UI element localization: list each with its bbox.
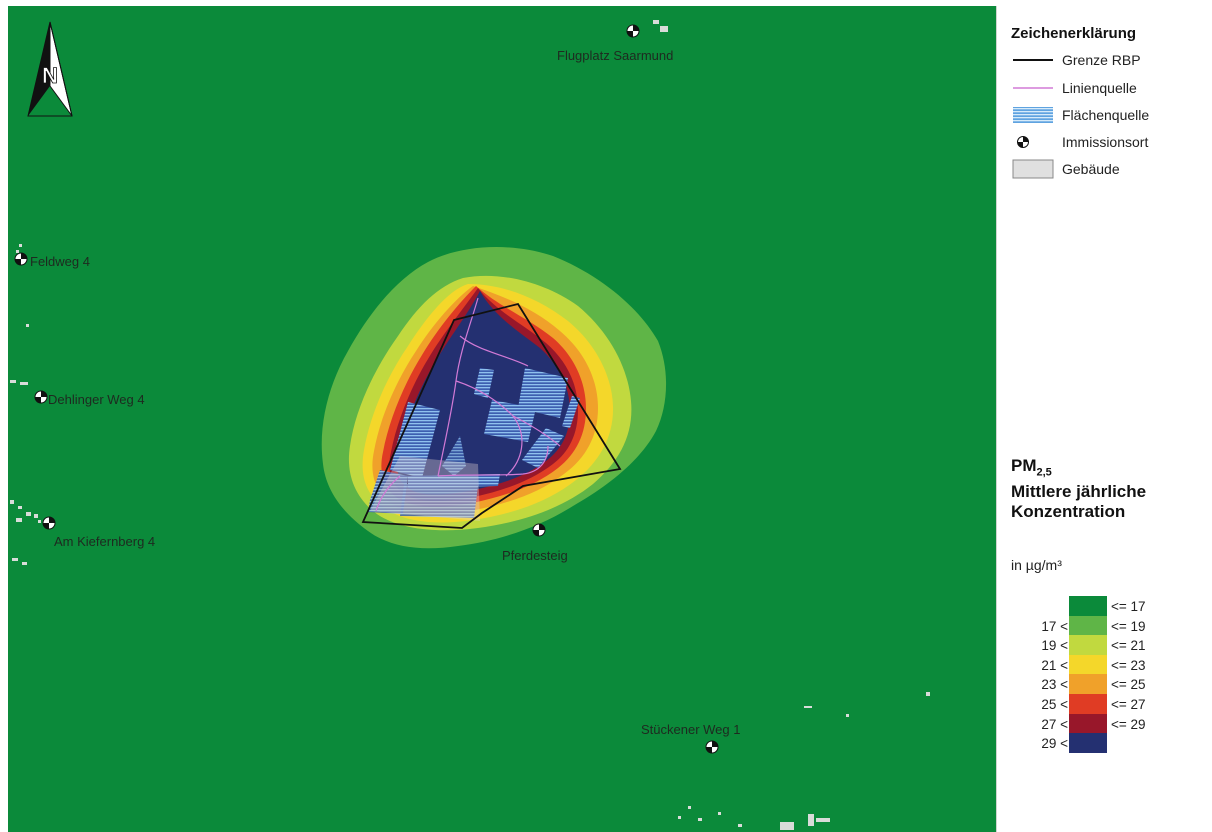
scale-upper-bound: <= 23 [1111,657,1146,673]
scattered-buildings [10,20,930,830]
scale-class: 17 < <= 19 [1011,615,1191,636]
legend-label-gebaeude: Gebäude [1062,161,1120,177]
scale-class: 23 < <= 25 [1011,674,1191,694]
receptor-marker-icon[interactable] [14,252,28,266]
scale-color-swatch [1069,615,1107,636]
legend-item-immissionsort: Immissionsort [1011,132,1207,152]
scale-color-swatch [1069,654,1107,675]
scale-lower-bound: 27 < [1041,716,1068,732]
receptor-marker-icon[interactable] [626,24,640,38]
legend-label-linienquelle: Linienquelle [1062,80,1137,96]
scale-class: 21 < <= 23 [1011,654,1191,675]
rbp-boundary [361,302,622,529]
scale-color-swatch [1069,596,1107,616]
scale-lower-bound: 25 < [1041,697,1068,712]
legend-panel: Zeichenerklärung Grenze RBP Linienquelle… [996,6,1212,832]
scale-class: <= 17 [1011,596,1191,616]
receptor-label-flugplatz: Flugplatz Saarmund [557,48,674,63]
scale-upper-bound: <= 19 [1111,618,1146,634]
scale-class: 29 < [1011,733,1191,753]
scale-upper-bound: <= 25 [1111,677,1146,693]
concentration-unit: in µg/m³ [1011,557,1062,573]
receptor-marker-icon[interactable] [34,390,48,404]
scale-class: 19 < <= 21 [1011,635,1191,655]
scale-color-swatch [1069,674,1107,694]
scale-lower-bound: 17 < [1041,618,1068,634]
scale-lower-bound: 29 < [1041,736,1068,752]
concentration-map[interactable]: N Flugplatz Saarmund Feldweg 4 Dehlinger… [8,6,996,832]
black-line-icon [1013,59,1053,61]
legend-item-linienquelle: Linienquelle [1011,78,1207,98]
legend-label-grenze: Grenze RBP [1062,52,1141,68]
concentration-title-line1: Mittlere jährliche [1011,482,1147,502]
blue-hatch-icon [1013,107,1053,123]
legend-item-grenze: Grenze RBP [1011,50,1207,70]
receptor-label-stueckener: Stückener Weg 1 [641,722,741,737]
legend-label-immissionsort: Immissionsort [1062,134,1149,150]
receptor-label-kiefernberg: Am Kiefernberg 4 [54,534,156,549]
pink-line-icon [1013,87,1053,89]
scale-upper-bound: <= 29 [1111,716,1146,732]
scale-color-swatch [1069,733,1107,753]
scale-upper-bound: <= 21 [1111,638,1146,654]
receptor-label-dehlinger: Dehlinger Weg 4 [48,392,145,407]
scale-lower-bound: 19 < [1041,638,1068,654]
scale-color-swatch [1069,694,1107,714]
receptor-marker-icon[interactable] [532,523,546,537]
scale-color-swatch [1069,635,1107,655]
scale-upper-bound: <= 17 [1111,599,1146,614]
concentration-title: PM2,5 Mittlere jährliche Konzentration [1011,456,1146,522]
scale-lower-bound: 21 < [1041,657,1068,673]
scale-upper-bound: <= 27 [1111,697,1146,712]
pollutant-subscript: 2,5 [1036,466,1052,479]
scale-class: 27 < <= 29 [1011,713,1191,734]
legend-item-flaechenquelle: Flächenquelle [1011,105,1207,125]
legend-label-flaechenquelle: Flächenquelle [1062,107,1150,123]
building-icon [1012,159,1054,179]
area-sources [368,368,580,518]
receptor-marker-icon [1017,136,1029,148]
legend-title: Zeichenerklärung [1011,25,1137,42]
line-sources [375,297,561,512]
receptor-marker-icon[interactable] [42,516,56,530]
concentration-title-line2: Konzentration [1011,502,1126,522]
receptor-label-feldweg: Feldweg 4 [30,254,90,269]
scale-lower-bound: 23 < [1041,677,1068,693]
receptor-label-pferdesteig: Pferdesteig [502,548,568,563]
scale-class: 25 < <= 27 [1011,694,1191,714]
receptor-marker-icon[interactable] [705,740,719,754]
plant-buildings [370,456,480,521]
pollutant-name: PM [1011,456,1037,475]
map-canvas [10,20,930,830]
legend-item-gebaeude: Gebäude [1011,159,1207,179]
north-arrow-letter: N [42,63,58,88]
scale-color-swatch [1069,713,1107,734]
north-arrow-icon: N [27,21,73,117]
